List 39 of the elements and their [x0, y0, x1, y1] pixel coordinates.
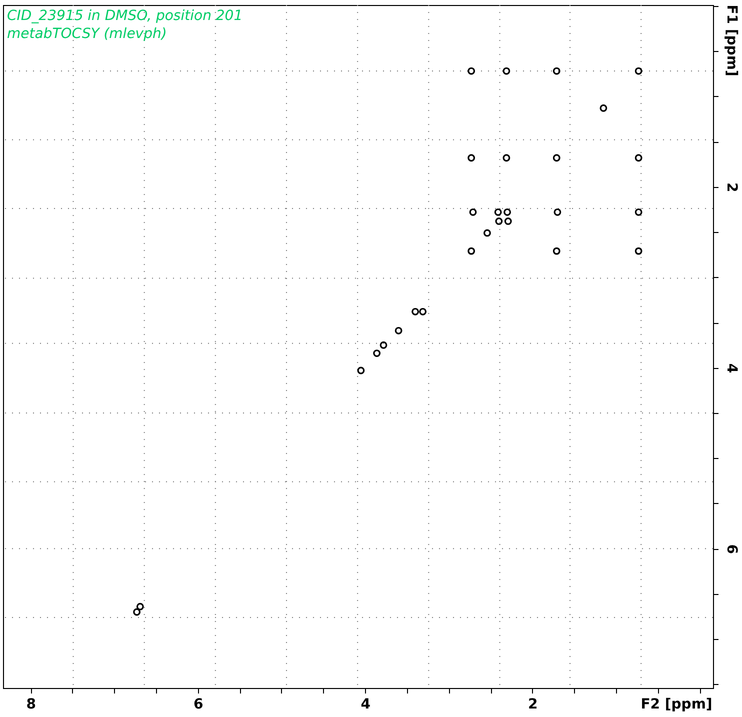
point [469, 208, 477, 216]
point [394, 326, 402, 334]
point [380, 341, 388, 349]
point [552, 67, 560, 75]
point [634, 208, 642, 216]
point [412, 308, 419, 316]
point [136, 602, 144, 610]
point [468, 67, 476, 75]
point [502, 67, 510, 75]
x-tick-label: 2 [528, 696, 538, 712]
point [502, 154, 510, 162]
x-tick-label: 6 [193, 696, 204, 712]
point [552, 154, 560, 162]
x-tick-label: 4 [360, 696, 371, 712]
point [634, 247, 642, 255]
text: metabTOCSY (mlevph) [7, 26, 167, 42]
point [468, 247, 476, 255]
point [494, 208, 502, 216]
y-tick-label: 4 [724, 363, 740, 374]
point [554, 208, 562, 216]
point [133, 608, 141, 616]
point [504, 208, 511, 216]
y-axis-title: F1 [ppm] [724, 4, 740, 76]
point [468, 154, 476, 162]
x-tick-label: 8 [26, 696, 36, 712]
y-tick-label: 2 [724, 182, 740, 192]
point [552, 247, 560, 255]
point [483, 229, 491, 237]
point [600, 104, 608, 112]
point [634, 67, 642, 75]
point [634, 154, 642, 162]
point [419, 308, 427, 316]
point [504, 218, 512, 225]
chart-title: CID_23915 in DMSO, position 201 [7, 8, 243, 24]
y-tick-label: 6 [724, 544, 740, 554]
point [357, 366, 365, 374]
point [495, 218, 503, 225]
point [373, 350, 381, 357]
x-axis-title: F2 [ppm] [640, 696, 712, 712]
